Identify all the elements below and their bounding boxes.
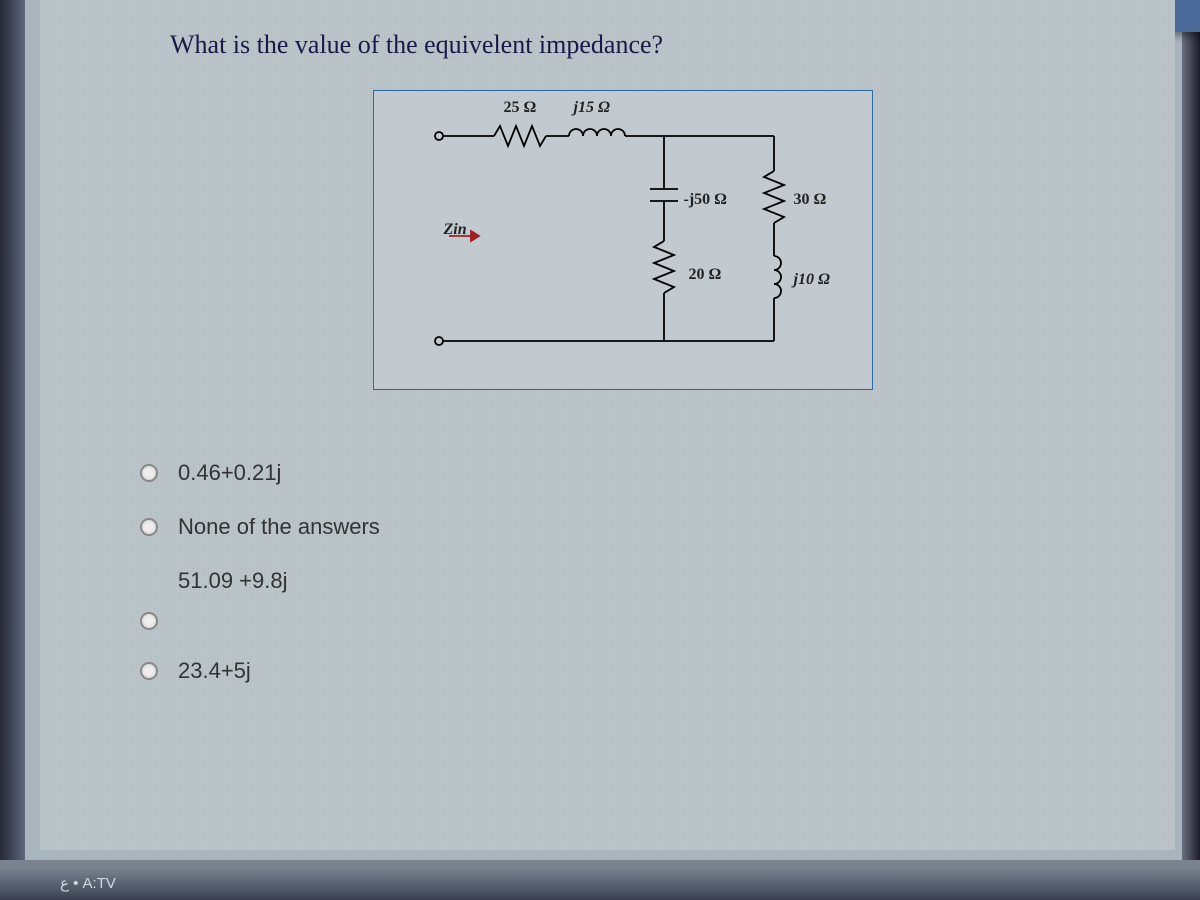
option-label: 51.09 +9.8j [178,568,287,594]
screen-frame-left [0,0,25,900]
option-4[interactable]: 23.4+5j [140,658,1075,684]
radio-spacer [140,568,158,586]
question-panel: What is the value of the equivelent impe… [40,0,1175,850]
screen-frame-bottom: ع • A:TV [0,860,1200,900]
option-1[interactable]: 0.46+0.21j [140,460,1075,486]
radio-icon[interactable] [140,612,158,630]
answer-options: 0.46+0.21j None of the answers 51.09 +9.… [140,460,1075,684]
radio-icon[interactable] [140,518,158,536]
option-2[interactable]: None of the answers [140,514,1075,540]
circuit-diagram-container: 25 Ω j15 Ω Zin -j50 Ω 20 Ω 30 Ω j10 Ω [170,90,1075,390]
circuit-diagram: 25 Ω j15 Ω Zin -j50 Ω 20 Ω 30 Ω j10 Ω [373,90,873,390]
taskbar-text: ع • A:TV [60,874,116,892]
radio-icon[interactable] [140,464,158,482]
screen-frame-right [1182,0,1200,900]
option-label: 23.4+5j [178,658,251,684]
option-label: None of the answers [178,514,380,540]
option-label: 0.46+0.21j [178,460,281,486]
option-3[interactable]: 51.09 +9.8j [140,568,1075,630]
question-text: What is the value of the equivelent impe… [170,30,1075,60]
circuit-svg [374,91,874,391]
radio-icon[interactable] [140,662,158,680]
